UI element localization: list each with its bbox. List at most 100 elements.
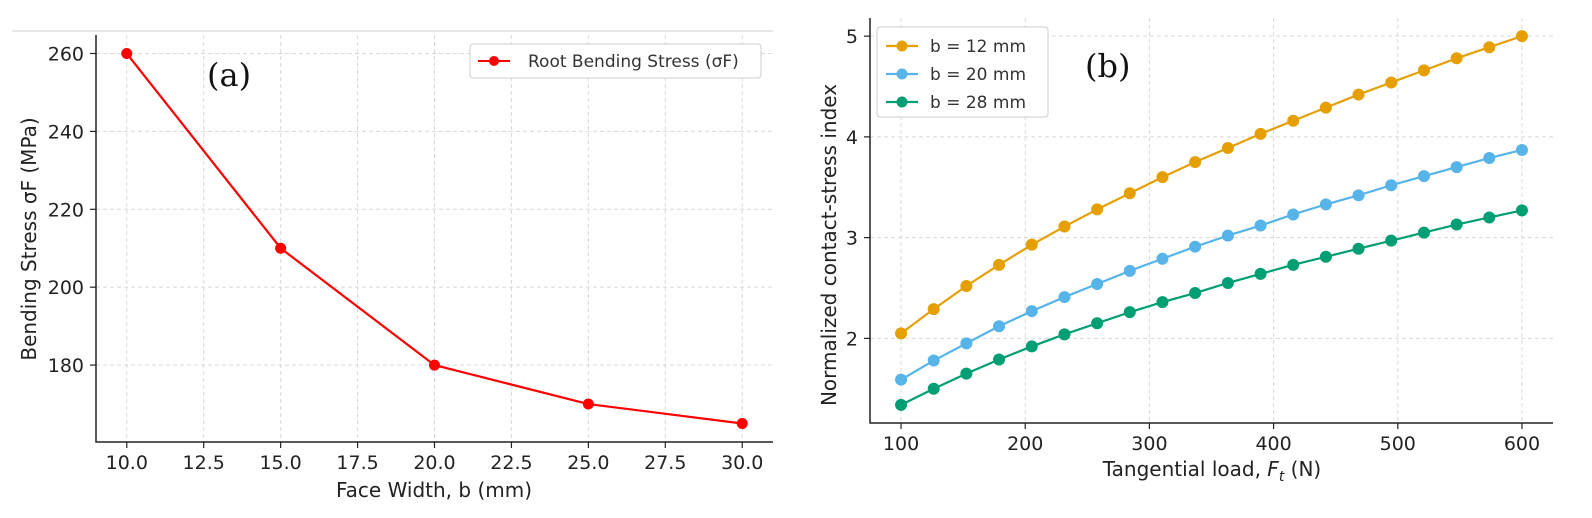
b-data-point <box>1385 234 1398 247</box>
b-data-point <box>1025 238 1038 251</box>
b-data-point <box>1254 127 1267 140</box>
b-x-axis-label: Tangential load, Ft (N) <box>1102 457 1322 485</box>
b-data-point <box>1450 161 1463 174</box>
b-legend-marker <box>896 68 908 80</box>
b-x-tick-label: 200 <box>1007 433 1043 455</box>
b-y-tick-label: 4 <box>846 127 858 149</box>
b-data-point <box>1091 317 1104 330</box>
b-data-point <box>1287 258 1300 271</box>
b-data-point <box>1319 250 1332 263</box>
a-legend-box <box>469 43 762 79</box>
b-data-point <box>1025 340 1038 353</box>
b-x-ticks: 100 200 300 400 500 600 <box>883 423 1540 455</box>
b-data-point <box>1319 198 1332 211</box>
b-data-point <box>1515 30 1528 43</box>
b-data-point <box>1385 179 1398 192</box>
a-panel-label: (a) <box>207 56 251 94</box>
b-data-point <box>895 398 908 411</box>
a-x-tick-label: 25.0 <box>567 452 609 474</box>
a-y-tick-label: 220 <box>48 199 84 221</box>
b-y-tick-label: 3 <box>846 228 858 250</box>
b-data-point <box>960 279 973 292</box>
a-legend: Root Bending Stress (σF) <box>469 43 762 79</box>
b-data-point <box>960 367 973 380</box>
chart-a: 10.0 12.5 15.0 17.5 20.0 22.5 25.0 27.5 30.0 180… <box>17 35 773 502</box>
b-x-tick-label: 300 <box>1131 433 1167 455</box>
a-x-tick-label: 30.0 <box>721 452 763 474</box>
a-x-tick-label: 17.5 <box>336 452 378 474</box>
b-data-point <box>1287 114 1300 127</box>
b-data-point <box>1352 189 1365 202</box>
a-y-tick-label: 260 <box>48 44 84 66</box>
b-data-point <box>927 303 940 316</box>
b-data-point <box>1156 252 1169 265</box>
b-data-point <box>1417 226 1430 239</box>
b-data-point <box>1058 328 1071 341</box>
b-data-point <box>1189 240 1202 253</box>
a-y-tick-label: 240 <box>48 121 84 143</box>
a-series <box>121 48 748 429</box>
b-data-point <box>927 354 940 367</box>
a-data-point <box>275 242 287 254</box>
a-x-ticks: 10.0 12.5 15.0 17.5 20.0 22.5 25.0 27.5 30.0 <box>106 442 763 474</box>
b-data-point <box>1189 287 1202 300</box>
b-data-point <box>1091 277 1104 290</box>
b-data-point <box>1025 305 1038 318</box>
a-x-tick-label: 22.5 <box>490 452 532 474</box>
b-data-point <box>1352 88 1365 101</box>
b-data-point <box>1515 143 1528 156</box>
b-legend: b = 12 mm b = 20 mm b = 28 mm <box>876 26 1049 118</box>
b-x-tick-label: 600 <box>1504 433 1540 455</box>
a-legend-label: Root Bending Stress (σF) <box>528 52 739 72</box>
a-data-point <box>582 398 594 410</box>
b-data-point <box>1221 276 1234 289</box>
b-legend-box <box>876 26 1049 118</box>
b-data-point <box>1156 296 1169 309</box>
b-data-point <box>1254 219 1267 232</box>
a-data-point <box>121 48 133 59</box>
b-data-point <box>1352 242 1365 255</box>
b-data-point <box>993 320 1006 333</box>
b-legend-marker <box>896 40 908 52</box>
a-x-axis-label: Face Width, b (mm) <box>336 478 532 502</box>
b-x-tick-label: 500 <box>1380 433 1416 455</box>
b-data-point <box>1385 76 1398 89</box>
b-data-point <box>1156 171 1169 184</box>
b-data-point <box>1483 41 1496 54</box>
b-legend-label: b = 12 mm <box>930 37 1026 57</box>
b-data-point <box>1417 64 1430 77</box>
b-y-tick-label: 2 <box>846 328 858 350</box>
chart-b: 100 200 300 400 500 600 2 3 4 5 Tangential load,… <box>817 18 1553 485</box>
a-y-ticks: 180 200 220 240 260 <box>48 44 96 377</box>
a-axes <box>95 35 773 443</box>
b-data-point <box>927 382 940 395</box>
b-data-point <box>993 353 1006 366</box>
a-gridlines <box>96 35 773 442</box>
b-data-point <box>1221 229 1234 242</box>
b-x-tick-label: 100 <box>883 433 919 455</box>
b-x-tick-label: 400 <box>1255 433 1291 455</box>
b-panel-label: (b) <box>1085 47 1130 85</box>
b-x-label-sub: t <box>1279 469 1285 485</box>
b-data-point <box>895 327 908 340</box>
a-x-tick-label: 20.0 <box>413 452 455 474</box>
b-data-point <box>895 373 908 386</box>
a-y-axis-label: Bending Stress σF (MPa) <box>17 117 41 360</box>
b-data-point <box>1319 101 1332 114</box>
b-axes <box>869 18 1553 424</box>
b-legend-marker <box>896 96 908 108</box>
b-y-tick-label: 5 <box>846 26 858 48</box>
a-data-point <box>429 359 440 371</box>
b-data-point <box>1483 211 1496 224</box>
b-data-point <box>1483 152 1496 165</box>
b-legend-items: b = 12 mm b = 20 mm b = 28 mm <box>886 37 1026 113</box>
a-x-tick-label: 15.0 <box>259 452 301 474</box>
b-legend-label: b = 28 mm <box>930 93 1026 113</box>
b-x-label-text: Tangential load, <box>1102 457 1268 481</box>
b-y-ticks: 2 3 4 5 <box>846 26 870 350</box>
a-x-tick-label: 27.5 <box>644 452 686 474</box>
b-data-point <box>993 258 1006 271</box>
b-data-point <box>1058 220 1071 233</box>
b-data-point <box>1123 264 1136 277</box>
